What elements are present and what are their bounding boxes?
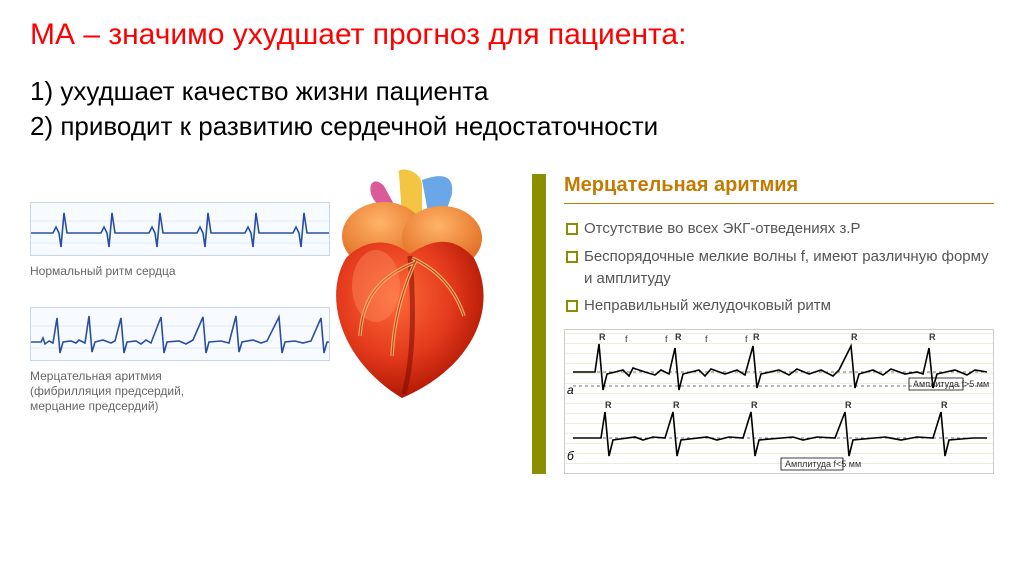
svg-text:б: б: [567, 449, 575, 463]
svg-text:f: f: [745, 334, 748, 344]
right-ecg-figure: f f f f R R R R R Амплитуда f>5 мм R R R…: [564, 329, 994, 474]
point-1: 1) ухудшает качество жизни пациента: [30, 74, 994, 109]
bullet-3: Неправильный желудочковый ритм: [564, 295, 994, 317]
svg-text:R: R: [851, 332, 858, 342]
right-panel: Мерцательная аритмия Отсутствие во всех …: [532, 174, 994, 474]
svg-text:R: R: [675, 332, 682, 342]
bullet-list: Отсутствие во всех ЭКГ-отведениях з.Р Бе…: [564, 218, 994, 317]
bullet-2: Беспорядочные мелкие волны f, имеют разл…: [564, 246, 994, 290]
svg-text:R: R: [845, 400, 852, 410]
afib-ecg-group: Мерцательная аритмия (фибрилляция предсе…: [30, 307, 504, 414]
normal-ecg-group: Нормальный ритм сердца: [30, 202, 504, 279]
afib-ecg-strip: [30, 307, 330, 361]
svg-text:R: R: [929, 332, 936, 342]
svg-text:R: R: [605, 400, 612, 410]
svg-text:R: R: [751, 400, 758, 410]
right-ecg-trace-b: [573, 412, 987, 456]
afib-ecg-path: [31, 316, 330, 353]
svg-text:Амплитуда f>5 мм: Амплитуда f>5 мм: [913, 379, 989, 389]
normal-ecg-path: [31, 213, 330, 247]
point-2: 2) приводит к развитию сердечной недоста…: [30, 109, 994, 144]
right-title: Мерцательная аритмия: [564, 174, 994, 204]
content-row: Нормальный ритм сердца Мерцательная арит…: [30, 174, 994, 474]
subpoints: 1) ухудшает качество жизни пациента 2) п…: [30, 74, 994, 144]
svg-text:Амплитуда f<5 мм: Амплитуда f<5 мм: [785, 459, 861, 469]
svg-text:f: f: [625, 334, 628, 344]
slide-title: МА – значимо ухудшает прогноз для пациен…: [30, 18, 994, 52]
svg-text:f: f: [665, 334, 668, 344]
svg-text:R: R: [599, 332, 606, 342]
normal-ecg-label: Нормальный ритм сердца: [30, 264, 504, 279]
svg-text:а: а: [567, 383, 574, 397]
svg-text:R: R: [753, 332, 760, 342]
left-panel: Нормальный ритм сердца Мерцательная арит…: [30, 174, 504, 414]
svg-text:f: f: [705, 334, 708, 344]
afib-ecg-label: Мерцательная аритмия (фибрилляция предсе…: [30, 369, 504, 414]
svg-text:R: R: [673, 400, 680, 410]
normal-ecg-strip: [30, 202, 330, 256]
bullet-1: Отсутствие во всех ЭКГ-отведениях з.Р: [564, 218, 994, 240]
svg-text:R: R: [941, 400, 948, 410]
